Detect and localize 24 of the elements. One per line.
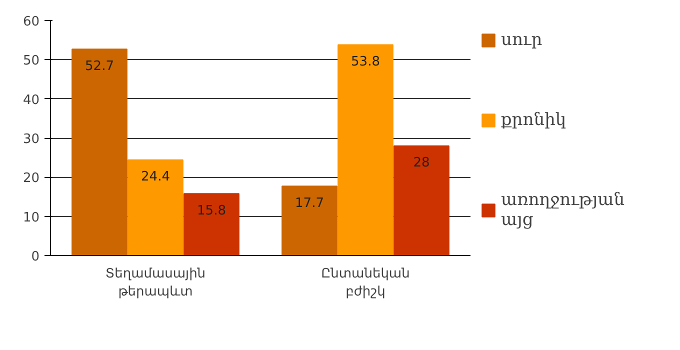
y-tick-label: 50 — [22, 54, 40, 69]
data-label: 24.4 — [141, 170, 170, 185]
y-tick-label: 10 — [22, 210, 40, 226]
data-label: 53.8 — [351, 54, 380, 70]
x-tick-label: Տեղամասային թերապևտ — [105, 266, 206, 300]
y-tick-label: 60 — [22, 14, 40, 30]
bar — [338, 44, 394, 256]
y-tick-label: 20 — [22, 171, 40, 186]
bar — [184, 193, 240, 256]
bar — [128, 159, 184, 256]
data-label: 52.7 — [85, 58, 114, 74]
x-tick-label: Ընտանեկան բժիշկ — [321, 266, 410, 300]
y-tick-label: 40 — [22, 92, 40, 108]
data-label: 28 — [413, 156, 430, 170]
y-tick-label: 0 — [31, 250, 40, 264]
data-label: 17.7 — [295, 196, 324, 211]
legend-label: սուր — [501, 30, 542, 50]
bar — [72, 48, 128, 256]
legend-label: քրոնիկ — [501, 110, 566, 130]
data-label: 15.8 — [197, 203, 226, 218]
y-tick-label: 30 — [22, 132, 40, 147]
bar — [394, 145, 450, 256]
bar — [282, 186, 338, 256]
legend-label: առողջության այց — [501, 190, 625, 230]
